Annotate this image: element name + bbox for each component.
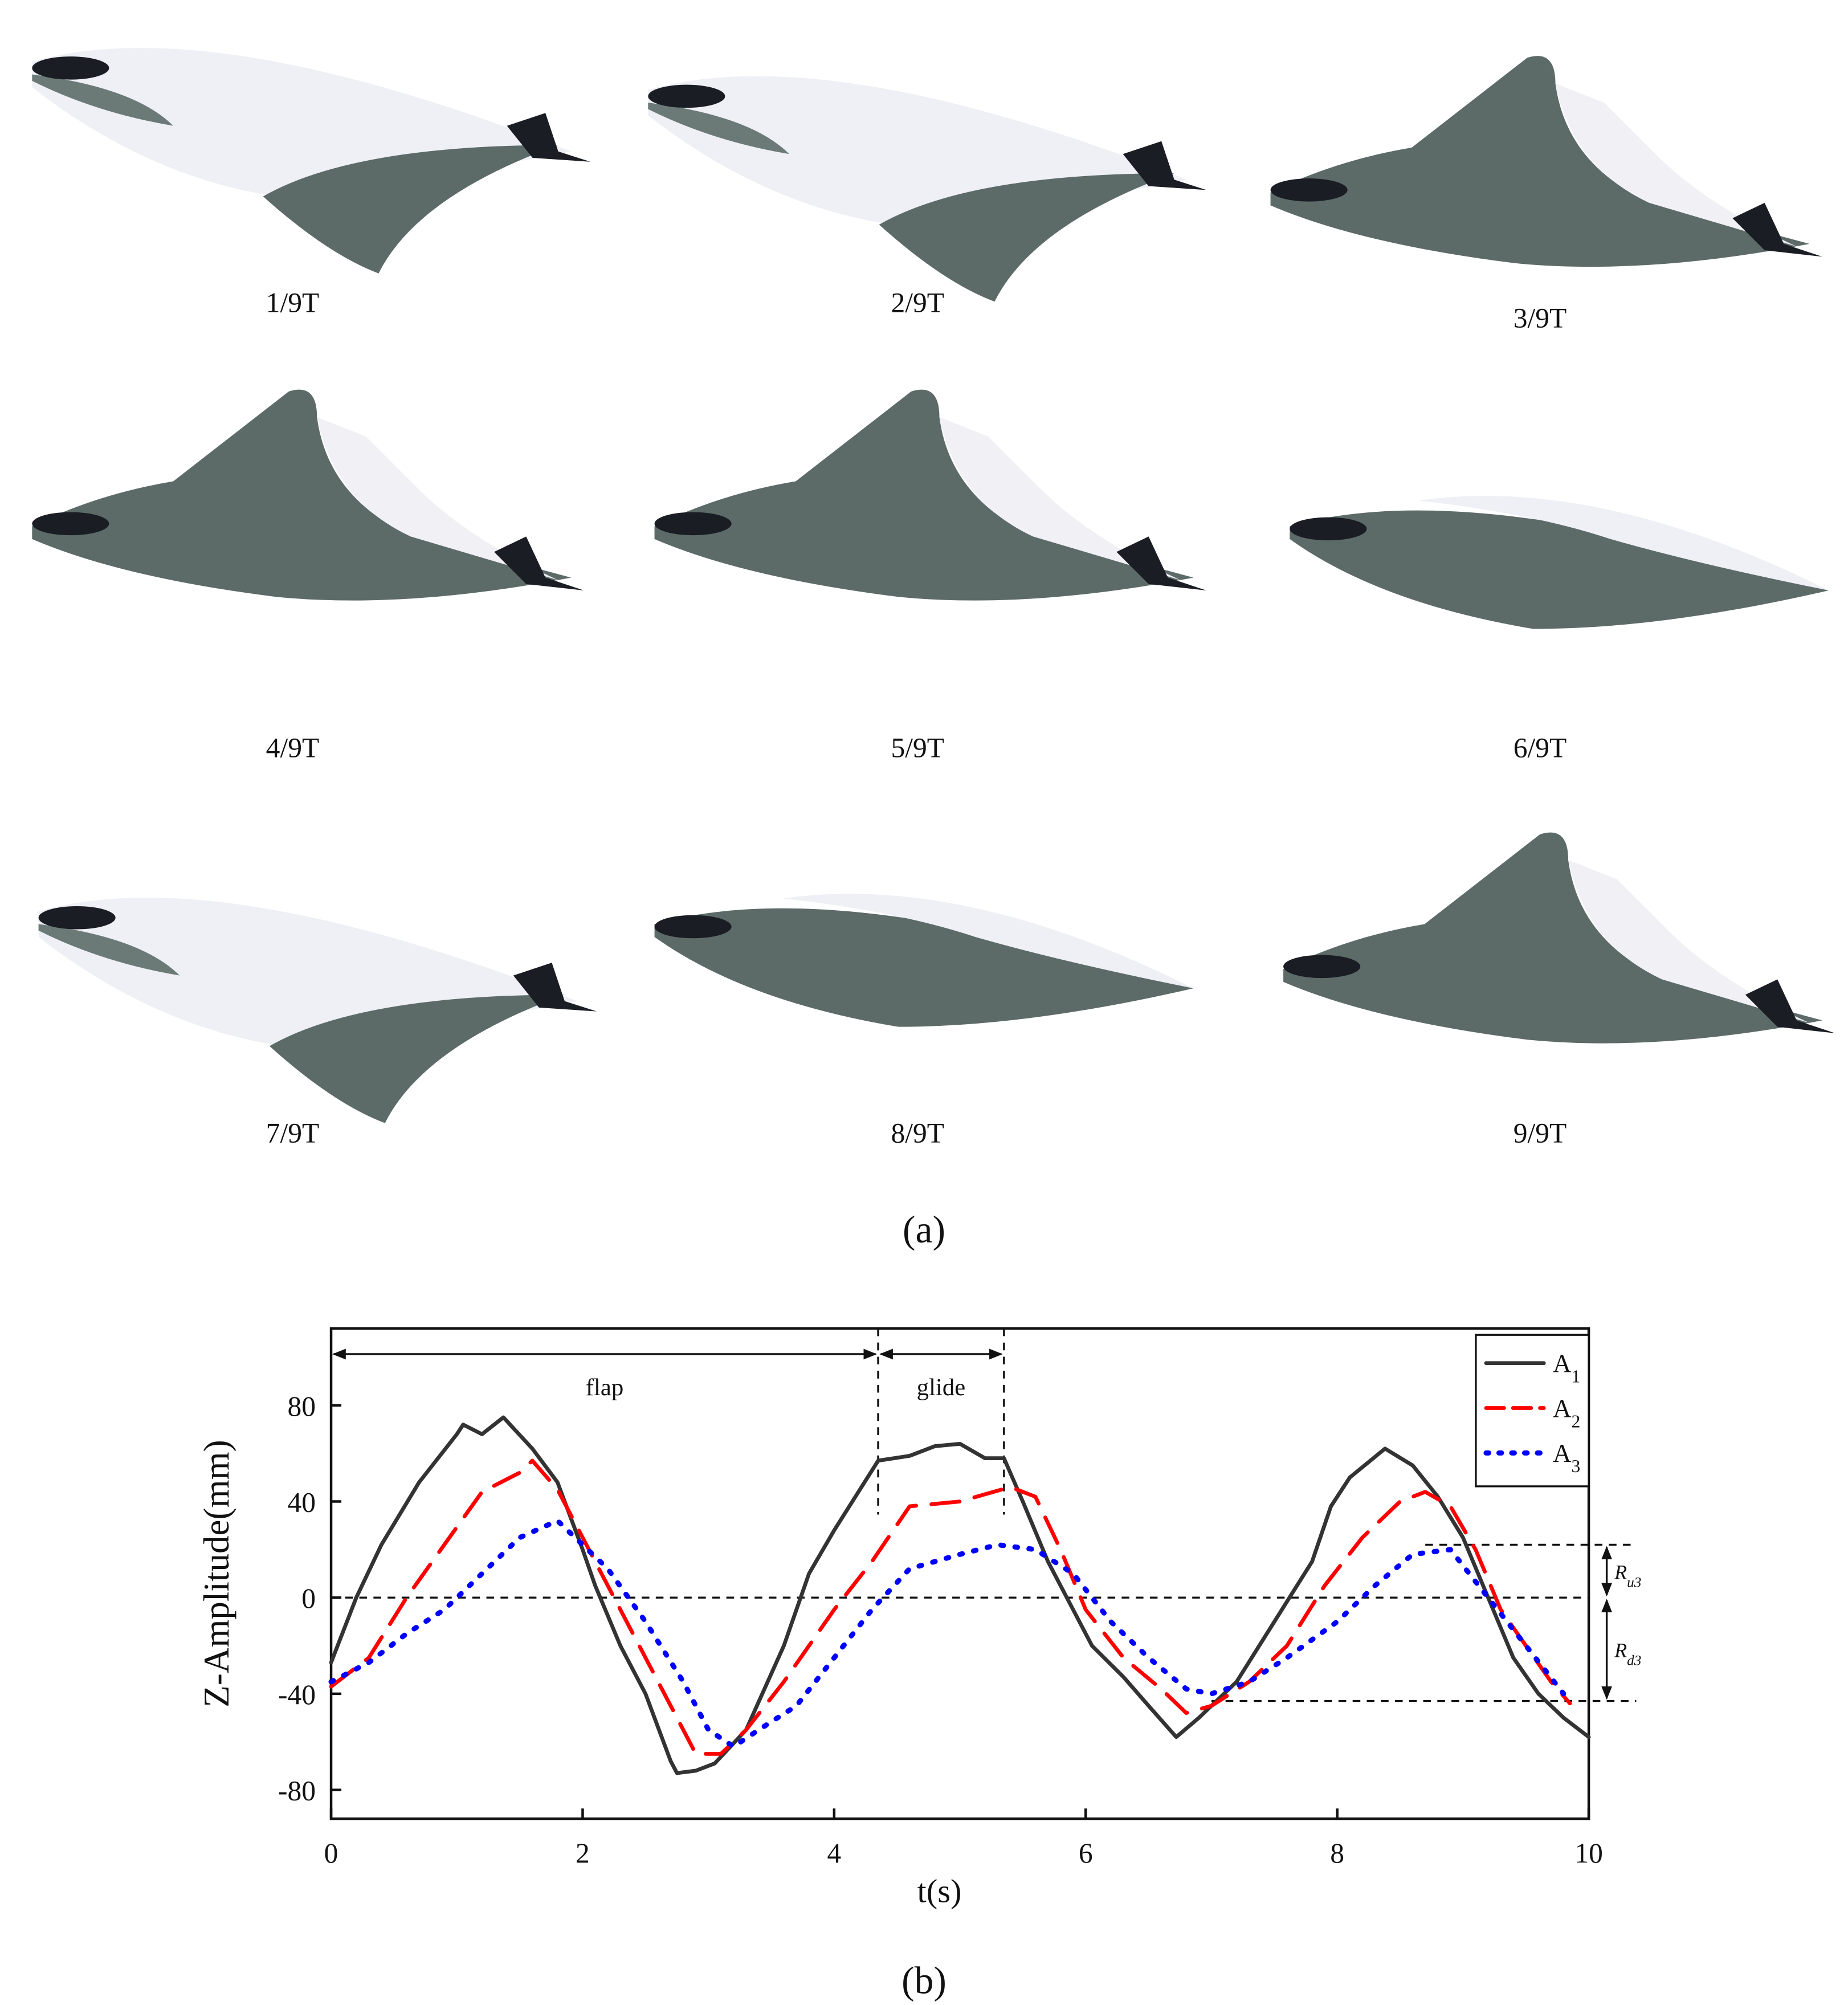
ray-photo (38, 897, 597, 1123)
x-tick-label: 10 (1574, 1837, 1603, 1869)
x-tick-label: 8 (1330, 1837, 1344, 1869)
range-label: Rd3 (1614, 1639, 1641, 1668)
ray-photo (648, 76, 1206, 302)
y-tick-label: -40 (278, 1679, 316, 1710)
range-label: Ru3 (1614, 1560, 1641, 1590)
ray-photo (32, 389, 584, 601)
photo-frames (32, 48, 1835, 1123)
plot-frame (329, 1327, 1590, 1820)
ray-photo (1290, 496, 1829, 629)
frame-label: 7/9T (266, 1117, 320, 1148)
ray-photo (1283, 832, 1835, 1044)
x-axis-label: t(s) (917, 1873, 962, 1910)
y-tick-label: 0 (301, 1583, 316, 1614)
y-tick-label: 40 (287, 1487, 316, 1518)
x-tick-label: 4 (827, 1837, 841, 1869)
legend-box (1475, 1334, 1590, 1488)
data-line (328, 1518, 1566, 1750)
frame-label: 1/9T (266, 287, 320, 318)
data-line (329, 1415, 1591, 1775)
ray-photo (32, 48, 590, 274)
data-line (329, 1458, 1572, 1756)
frame-label: 6/9T (1514, 732, 1567, 764)
phase-label: flap (586, 1374, 624, 1401)
y-axis-label: Z-Amplitude(mm) (197, 1440, 236, 1707)
ray-photo (1270, 56, 1822, 267)
phase-label: glide (917, 1374, 966, 1401)
x-tick-label: 2 (576, 1837, 590, 1869)
frame-label: 9/9T (1514, 1117, 1567, 1148)
frame-label: 3/9T (1514, 302, 1567, 333)
frame-label: 5/9T (891, 732, 944, 764)
ray-photo (654, 389, 1206, 601)
frame-label: 8/9T (891, 1117, 944, 1148)
panel-label: (b) (901, 1959, 947, 2002)
frame-labels: 1/9T 2/9T 3/9T 4/9T 5/9T 6/9T 7/9T 8/9T 9/9T (266, 287, 1567, 1148)
frame-label: 2/9T (891, 287, 944, 318)
x-tick-label: 6 (1079, 1837, 1093, 1869)
y-tick-label: -80 (278, 1775, 316, 1807)
y-tick-label: 80 (287, 1391, 316, 1422)
panel-label: (a) (903, 1208, 945, 1251)
ray-photo (654, 894, 1194, 1027)
frame-label: 4/9T (266, 732, 320, 764)
x-tick-label: 0 (324, 1837, 338, 1869)
